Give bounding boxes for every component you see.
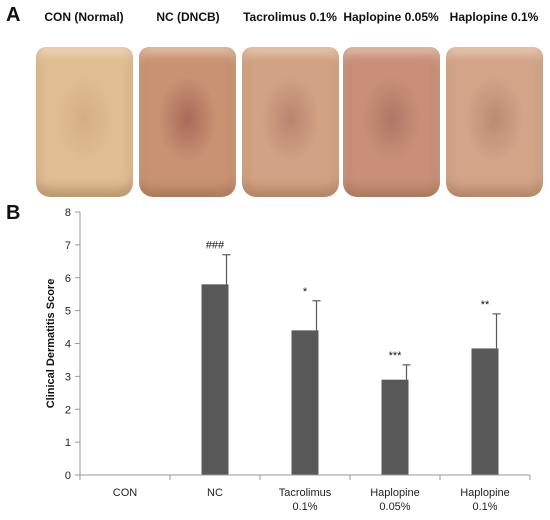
photo-label-tacrolimus: Tacrolimus 0.1%: [243, 10, 337, 24]
bar: [381, 379, 409, 475]
skin-photo-tacrolimus: [242, 47, 339, 197]
significance-label: **: [481, 299, 490, 311]
significance-label: ***: [389, 350, 403, 362]
photo-label-nc: NC (DNCB): [156, 10, 220, 24]
photo-label-con: CON (Normal): [44, 10, 124, 24]
skin-photo-con: [36, 47, 133, 197]
y-tick-label: 8: [65, 207, 71, 219]
panel-b-letter: B: [6, 202, 21, 224]
panel-a-letter: A: [6, 4, 21, 26]
y-tick-label: 6: [65, 273, 71, 285]
x-tick-label: NC: [207, 487, 223, 499]
x-tick-label: CON: [113, 487, 138, 499]
y-tick-label: 5: [65, 306, 71, 318]
x-axis: CON NC Tacrolimus 0.1% Haplopine 0.05% Haplopi…: [79, 474, 531, 513]
significance-label: ###: [206, 240, 225, 252]
y-tick-label: 4: [65, 339, 71, 351]
x-tick-label: Haplopine 0.1%: [460, 487, 510, 513]
bar: [471, 348, 499, 475]
y-tick-label: 7: [65, 240, 71, 252]
skin-photo-haplopine-005: [343, 47, 440, 197]
photo-label-haplopine-01: Haplopine 0.1%: [449, 10, 539, 24]
significance-label: *: [303, 286, 308, 298]
y-tick-label: 1: [65, 437, 71, 449]
skin-photo-haplopine-01: [446, 47, 543, 197]
y-tick-label: 3: [65, 371, 71, 383]
x-tick-label: Haplopine 0.05%: [370, 487, 420, 513]
y-axis: 0 1 2 3 4 5 6 7 8: [65, 207, 81, 482]
photo-label-haplopine-005: Haplopine 0.05%: [343, 10, 439, 24]
bar: [201, 284, 229, 475]
skin-photo-nc: [139, 47, 236, 197]
x-tick-label: Tacrolimus 0.1%: [279, 487, 332, 513]
y-axis-label: Clinical Dermatitis Score: [45, 279, 57, 409]
y-tick-label: 2: [65, 404, 71, 416]
bars: ###******: [201, 240, 501, 475]
y-tick-label: 0: [65, 470, 71, 482]
bar: [291, 330, 319, 475]
